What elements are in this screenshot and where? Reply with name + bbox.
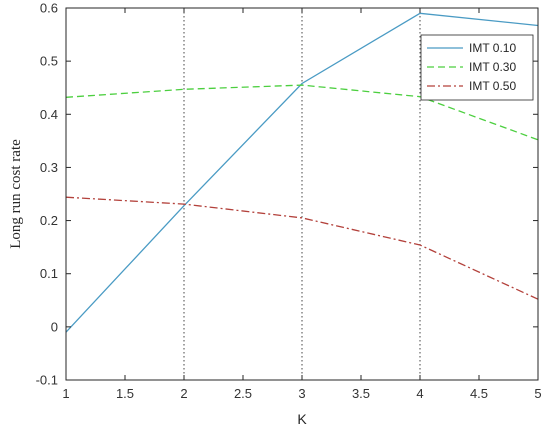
- y-tick-label: 0.1: [40, 266, 58, 281]
- y-tick-label: 0.2: [40, 213, 58, 228]
- y-tick-label: 0.4: [40, 107, 58, 122]
- x-tick-label: 2: [180, 386, 187, 401]
- y-tick-label: 0.6: [40, 1, 58, 16]
- x-axis-label: K: [297, 411, 307, 427]
- series-line: [65, 84, 539, 141]
- series-lines: [65, 12, 539, 333]
- y-tick-label: -0.1: [36, 373, 58, 388]
- x-tick-label: 1: [62, 386, 69, 401]
- legend-label: IMT 0.10: [469, 41, 516, 55]
- legend-label: IMT 0.30: [469, 60, 516, 74]
- x-tick-label: 1.5: [116, 386, 134, 401]
- x-tick-label: 3: [298, 386, 305, 401]
- y-tick-label: 0.5: [40, 54, 58, 69]
- x-tick-label: 4: [416, 386, 423, 401]
- y-tick-label: 0.3: [40, 160, 58, 175]
- x-tick-label: 5: [534, 386, 541, 401]
- reference-lines: [183, 8, 421, 380]
- x-tick-label: 4.5: [470, 386, 488, 401]
- legend-label: IMT 0.50: [469, 79, 516, 93]
- x-tick-label: 3.5: [352, 386, 370, 401]
- y-axis-label: Long run cost rate: [8, 139, 24, 249]
- series-line: [65, 196, 539, 300]
- x-axis: 1 1.5 2 2.5 3 3.5 4 4.5 5: [62, 8, 542, 401]
- legend: IMT 0.10 IMT 0.30 IMT 0.50: [420, 34, 534, 101]
- x-tick-label: 2.5: [234, 386, 252, 401]
- y-tick-label: 0: [51, 319, 58, 334]
- y-axis: -0.1 0 0.1 0.2 0.3 0.4 0.5 0.6: [36, 1, 538, 388]
- series-line: [65, 12, 539, 333]
